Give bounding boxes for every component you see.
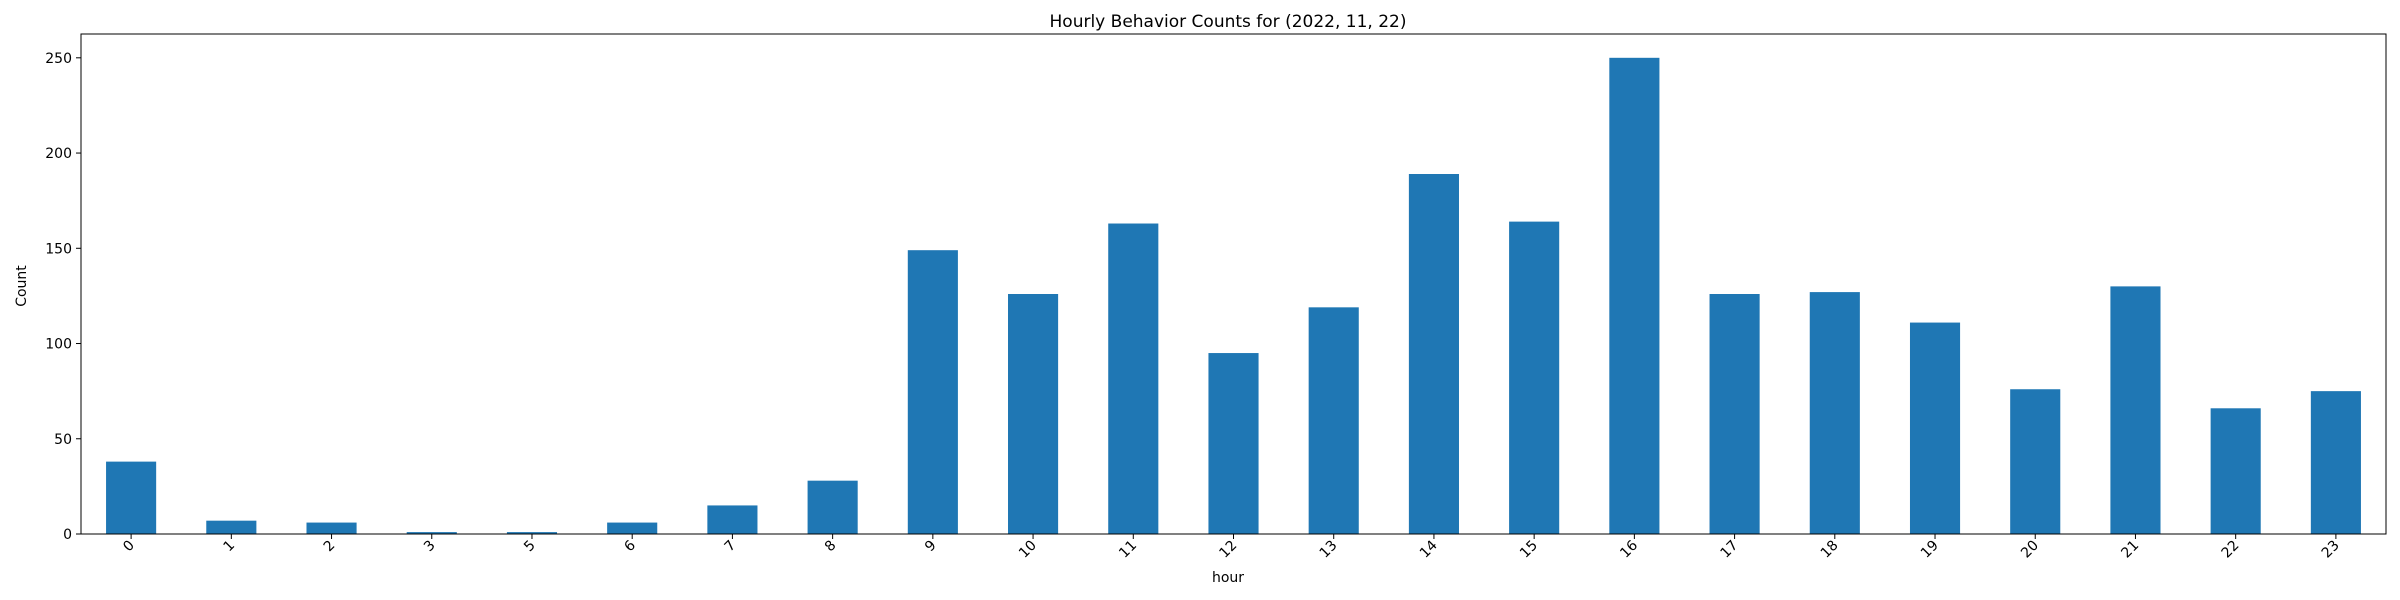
bar-hour-23 — [2310, 391, 2361, 534]
bar-hour-10 — [1008, 294, 1059, 534]
y-tick-label: 200 — [45, 146, 72, 162]
bar-hour-21 — [2110, 286, 2161, 534]
bar-hour-15 — [1509, 221, 1560, 534]
bar-hour-0 — [106, 461, 157, 534]
bar-hour-8 — [807, 480, 858, 534]
bar-hour-3 — [406, 532, 457, 534]
bars-group — [106, 57, 2361, 535]
bar-hour-11 — [1108, 223, 1159, 534]
y-tick-label: 50 — [54, 432, 72, 448]
bar-hour-22 — [2210, 408, 2261, 534]
bar-hour-13 — [1308, 307, 1359, 534]
chart-title: Hourly Behavior Counts for (2022, 11, 22… — [1050, 12, 1407, 32]
y-axis: 0 50 100 150 200 250 — [45, 51, 81, 543]
bar-hour-9 — [907, 250, 958, 534]
bar-hour-12 — [1208, 353, 1259, 534]
plot-frame — [80, 33, 2387, 535]
y-tick-label: 150 — [45, 241, 72, 257]
bar-hour-16 — [1609, 57, 1660, 535]
bar-hour-7 — [707, 505, 758, 534]
bar-hour-1 — [206, 520, 257, 534]
x-axis-label: hour — [1212, 570, 1244, 586]
bar-hour-17 — [1709, 294, 1760, 534]
bar-hour-19 — [1909, 322, 1961, 534]
bar-hour-18 — [1809, 292, 1860, 534]
bar-hour-5 — [506, 532, 558, 534]
y-tick-label: 0 — [63, 527, 72, 543]
y-tick-label: 100 — [45, 337, 72, 353]
bar-hour-2 — [306, 522, 357, 534]
y-axis-label: Count — [14, 265, 30, 307]
bar-hour-20 — [2010, 389, 2061, 534]
bar-hour-6 — [607, 522, 658, 534]
bar-hour-14 — [1408, 174, 1459, 534]
y-tick-label: 250 — [45, 51, 72, 67]
